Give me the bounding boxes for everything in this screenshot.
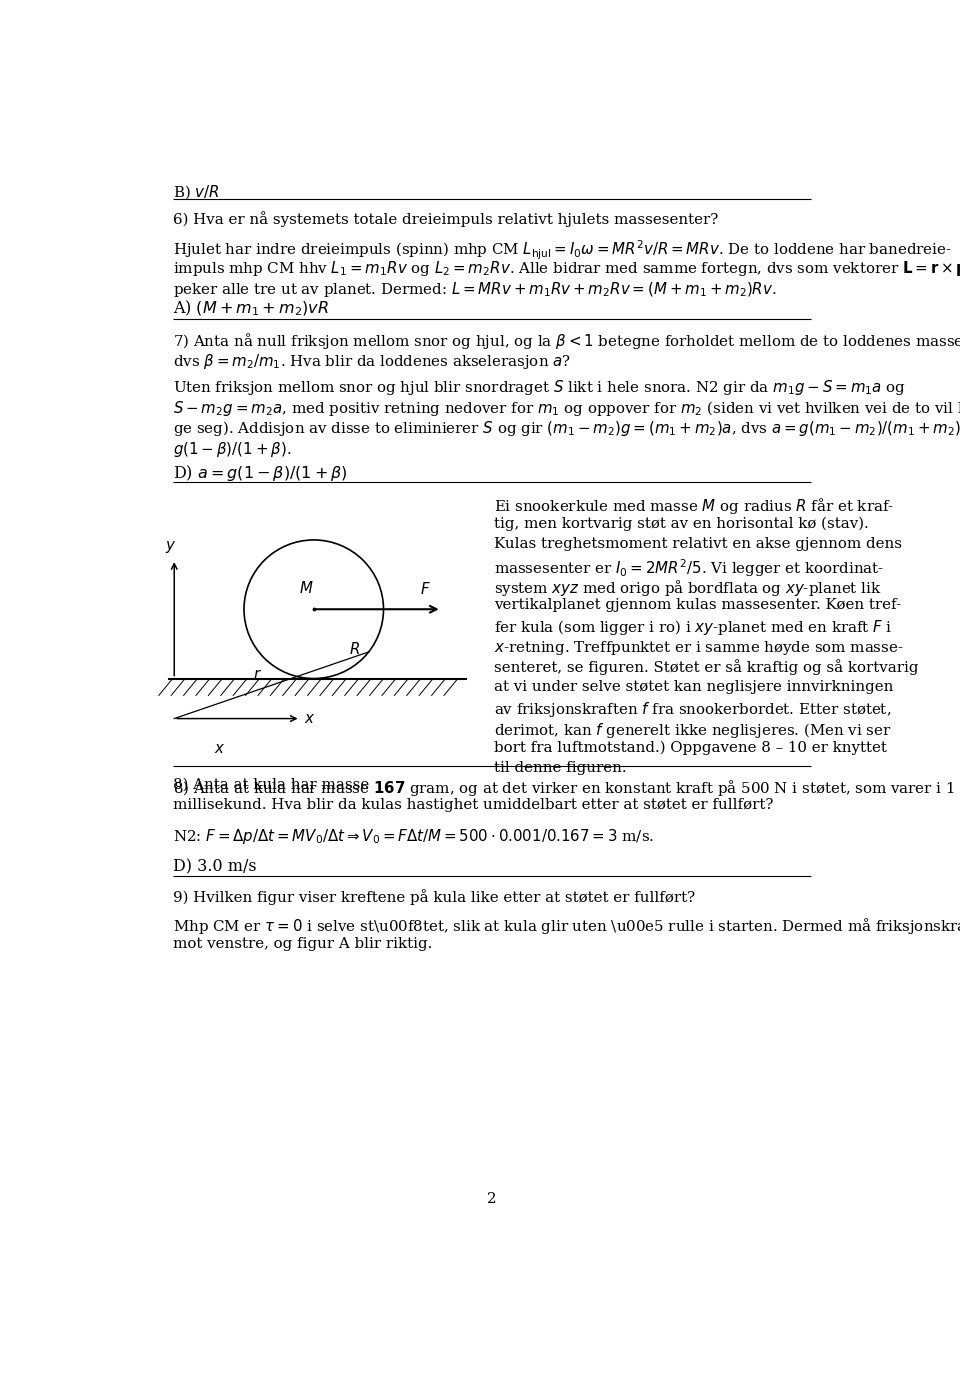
- Text: D) 3.0 m/s: D) 3.0 m/s: [173, 858, 256, 876]
- Text: peker alle tre ut av planet. Dermed: $L = MRv + m_1 Rv + m_2 Rv = (M + m_1 + m_2: peker alle tre ut av planet. Dermed: $L …: [173, 280, 777, 298]
- Text: 8) Anta at kula har masse: 8) Anta at kula har masse: [173, 778, 373, 791]
- Text: system $xyz$ med origo på bordflata og $xy$-planet lik: system $xyz$ med origo på bordflata og $…: [493, 577, 881, 598]
- Text: vertikalplanet gjennom kulas massesenter. Køen tref-: vertikalplanet gjennom kulas massesenter…: [493, 598, 900, 612]
- Text: 8) Anta at kula har masse $\mathbf{167}$ gram, og at det virker en konstant kraf: 8) Anta at kula har masse $\mathbf{167}$…: [173, 778, 954, 798]
- Text: $x$: $x$: [304, 711, 316, 725]
- Text: $M$: $M$: [299, 580, 313, 595]
- Text: 8) Anta at kula har masse ⁠⁠⁠⁠⁠⁠⁠⁠⁠⁠⁠⁠⁠⁠⁠⁠⁠⁠⁠⁠⁠⁠⁠⁠⁠⁠⁠⁠⁠⁠⁠ gram, og at det virker: 8) Anta at kula har masse ⁠⁠⁠⁠⁠⁠⁠⁠⁠⁠⁠⁠⁠⁠…: [173, 778, 925, 794]
- Text: $R$: $R$: [348, 641, 360, 657]
- Text: B) $v/R$: B) $v/R$: [173, 184, 219, 202]
- Text: N2: $F = \Delta p/\Delta t = MV_0/\Delta t \Rightarrow V_0 = F\Delta t/M = 500 \: N2: $F = \Delta p/\Delta t = MV_0/\Delta…: [173, 827, 654, 847]
- Text: 7) Anta nå null friksjon mellom snor og hjul, og la $\beta < 1$ betegne forholde: 7) Anta nå null friksjon mellom snor og …: [173, 331, 960, 351]
- Text: Mhp CM er $\tau = 0$ i selve st\u00f8tet, slik at kula glir uten \u00e5 rulle i : Mhp CM er $\tau = 0$ i selve st\u00f8tet…: [173, 917, 960, 936]
- Text: massesenter er $I_0 = 2MR^2/5$. Vi legger et koordinat-: massesenter er $I_0 = 2MR^2/5$. Vi legge…: [493, 558, 883, 579]
- Text: mot venstre, og figur A blir riktig.: mot venstre, og figur A blir riktig.: [173, 936, 432, 952]
- Text: fer kula (som ligger i ro) i $xy$-planet med en kraft $F$ i: fer kula (som ligger i ro) i $xy$-planet…: [493, 619, 892, 638]
- Text: Kulas treghetsmoment relativt en akse gjennom dens: Kulas treghetsmoment relativt en akse gj…: [493, 537, 901, 551]
- Text: til denne figuren.: til denne figuren.: [493, 761, 626, 775]
- Text: dvs $\beta = m_2/m_1$. Hva blir da loddenes akselerasjon $a$?: dvs $\beta = m_2/m_1$. Hva blir da lodde…: [173, 352, 570, 370]
- Text: impuls mhp CM hhv $L_1 = m_1 Rv$ og $L_2 = m_2 Rv$. Alle bidrar med samme forteg: impuls mhp CM hhv $L_1 = m_1 Rv$ og $L_2…: [173, 260, 960, 279]
- Text: $y$: $y$: [165, 540, 176, 555]
- Text: millisekund. Hva blir da kulas hastighet umiddelbart etter at støtet er fullført: millisekund. Hva blir da kulas hastighet…: [173, 798, 773, 812]
- Text: D) $a = g(1-\beta)/(1+\beta)$: D) $a = g(1-\beta)/(1+\beta)$: [173, 463, 348, 483]
- Text: av friksjonskraften $f$ fra snookerbordet. Etter støtet,: av friksjonskraften $f$ fra snookerborde…: [493, 700, 891, 720]
- Text: $g(1-\beta)/(1+\beta)$.: $g(1-\beta)/(1+\beta)$.: [173, 439, 291, 458]
- Text: 9) Hvilken figur viser kreftene på kula like etter at støtet er fullført?: 9) Hvilken figur viser kreftene på kula …: [173, 889, 695, 905]
- Text: Ei snookerkule med masse $M$ og radius $R$ får et kraf-: Ei snookerkule med masse $M$ og radius $…: [493, 496, 894, 516]
- Text: at vi under selve støtet kan neglisjere innvirkningen: at vi under selve støtet kan neglisjere …: [493, 679, 893, 693]
- Text: 2: 2: [487, 1192, 497, 1206]
- Text: Hjulet har indre dreieimpuls (spinn) mhp CM $L_{\mathrm{hjul}} = I_0\omega = MR^: Hjulet har indre dreieimpuls (spinn) mhp…: [173, 239, 951, 262]
- Text: $x$: $x$: [213, 742, 225, 755]
- Text: ge seg). Addisjon av disse to eliminierer $S$ og gir $(m_1-m_2)g = (m_1+m_2)a$, : ge seg). Addisjon av disse to eliminiere…: [173, 420, 960, 438]
- Text: Uten friksjon mellom snor og hjul blir snordraget $S$ likt i hele snora. N2 gir : Uten friksjon mellom snor og hjul blir s…: [173, 378, 905, 398]
- Text: $S-m_2 g = m_2 a$, med positiv retning nedover for $m_1$ og oppover for $m_2$ (s: $S-m_2 g = m_2 a$, med positiv retning n…: [173, 399, 960, 418]
- Text: $r$: $r$: [253, 668, 262, 682]
- Text: tig, men kortvarig støt av en horisontal kø (stav).: tig, men kortvarig støt av en horisontal…: [493, 516, 868, 530]
- Text: A) $(M + m_1 + m_2)vR$: A) $(M + m_1 + m_2)vR$: [173, 298, 328, 319]
- Text: 6) Hva er nå systemets totale dreieimpuls relativt hjulets massesenter?: 6) Hva er nå systemets totale dreieimpul…: [173, 211, 718, 226]
- Text: $x$-retning. Treffpunktet er i samme høyde som masse-: $x$-retning. Treffpunktet er i samme høy…: [493, 639, 903, 657]
- Text: bort fra luftmotstand.) Oppgavene 8 – 10 er knyttet: bort fra luftmotstand.) Oppgavene 8 – 10…: [493, 742, 886, 755]
- Text: senteret, se figuren. Støtet er så kraftig og så kortvarig: senteret, se figuren. Støtet er så kraft…: [493, 659, 918, 675]
- Text: $F$: $F$: [420, 581, 431, 597]
- Text: derimot, kan $f$ generelt ikke neglisjeres. (Men vi ser: derimot, kan $f$ generelt ikke neglisjer…: [493, 721, 891, 739]
